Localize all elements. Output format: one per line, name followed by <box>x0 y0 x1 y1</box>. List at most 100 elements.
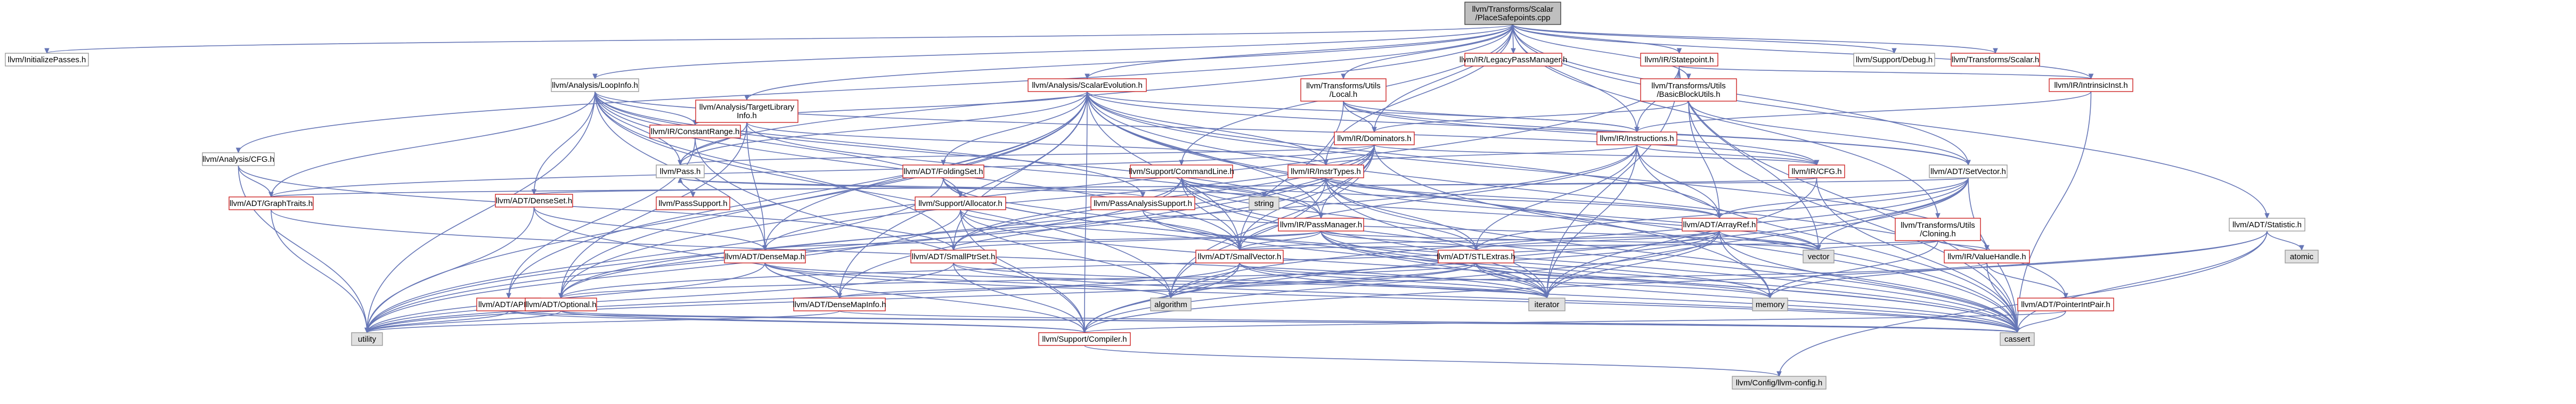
node-cmdline[interactable]: llvm/Support/CommandLine.h <box>1129 164 1234 178</box>
edge-cloning-to-vector <box>1818 240 1938 251</box>
edge-loopinfo-to-densesetset <box>533 91 596 195</box>
node-label-cfg: llvm/Analysis/CFG.h <box>202 155 274 164</box>
node-memory[interactable]: memory <box>1752 298 1788 311</box>
edge-dominators-to-pass <box>680 144 1375 166</box>
node-densemapinfo[interactable]: llvm/ADT/DenseMapInfo.h <box>793 298 886 311</box>
node-foldingset[interactable]: llvm/ADT/FoldingSet.h <box>902 164 984 178</box>
node-label-utility: utility <box>358 335 377 344</box>
node-statistic[interactable]: llvm/ADT/Statistic.h <box>2229 218 2305 232</box>
node-box-densemapinfo <box>793 298 886 311</box>
node-insttypes[interactable]: llvm/IR/InstrTypes.h <box>1287 164 1364 178</box>
edge-arrowhead-ptrintpair-to-cassert <box>2015 327 2020 334</box>
node-bbutils[interactable]: llvm/Transforms/Utils/BasicBlockUtils.h <box>1640 78 1737 102</box>
node-compiler[interactable]: llvm/Support/Compiler.h <box>1038 332 1131 346</box>
node-box-pasupport <box>1090 196 1195 210</box>
edge-arrowhead-passsupport-to-pass <box>678 177 683 183</box>
node-ptrintpair[interactable]: llvm/ADT/PointerIntPair.h <box>2017 298 2114 311</box>
node-dominators[interactable]: llvm/IR/Dominators.h <box>1334 131 1415 145</box>
node-optional[interactable]: llvm/ADT/Optional.h <box>525 298 597 311</box>
node-cassert[interactable]: cassert <box>2000 332 2035 346</box>
node-box-intrinsicinst <box>2049 78 2133 92</box>
edge-passmanager-to-smallptrset <box>953 230 1322 251</box>
node-label-scev: llvm/Analysis/ScalarEvolution.h <box>1032 81 1143 90</box>
edge-scev-to-smallptrset <box>953 91 1088 251</box>
node-legacypm[interactable]: llvm/IR/LegacyPassManager.h <box>1460 53 1568 67</box>
node-string[interactable]: string <box>1249 196 1279 210</box>
node-tli[interactable]: llvm/Analysis/TargetLibrary Info.h <box>695 100 798 123</box>
node-scalar[interactable]: llvm/Transforms/Scalar.h <box>1951 53 2040 67</box>
edge-scev-to-pass <box>680 91 1088 166</box>
edge-apint-to-utility <box>366 310 509 333</box>
edge-cloning-to-smallvector <box>1239 240 1938 251</box>
node-allocator[interactable]: llvm/Support/Allocator.h <box>915 196 1006 210</box>
edge-utilslocal-to-ircfg <box>1343 101 1817 166</box>
node-ircfg[interactable]: llvm/IR/CFG.h <box>1788 164 1845 178</box>
node-box-scev <box>1028 78 1147 92</box>
edge-passmanager-to-stlextras <box>1320 230 1477 251</box>
node-setvector[interactable]: llvm/ADT/SetVector.h <box>1929 164 2008 178</box>
node-constantrange[interactable]: llvm/IR/ConstantRange.h <box>649 125 741 138</box>
edge-cmdline-to-stlextras <box>1181 177 1477 251</box>
node-vector[interactable]: vector <box>1803 250 1835 263</box>
edge-arrowhead-root-to-legacypm <box>1511 48 1516 54</box>
node-cloning[interactable]: llvm/Transforms/Utils/Cloning.h <box>1895 218 1981 241</box>
edge-instructions-to-optional <box>560 144 1637 299</box>
node-utilslocal[interactable]: llvm/Transforms/Utils/Local.h <box>1300 78 1387 102</box>
node-box-smallvector <box>1195 250 1284 263</box>
edge-arrowhead-setvector-to-densesetset <box>531 189 537 195</box>
edge-compiler-to-config <box>1084 345 1780 377</box>
edge-arrowhead-instructions-to-ircfg <box>1814 160 1820 166</box>
node-label-config: llvm/Config/llvm-config.h <box>1736 378 1823 387</box>
node-scev[interactable]: llvm/Analysis/ScalarEvolution.h <box>1028 78 1147 92</box>
node-valuehandle[interactable]: llvm/IR/ValueHandle.h <box>1944 250 2030 263</box>
node-label-line: Info.h <box>737 111 757 120</box>
node-iterator[interactable]: iterator <box>1528 298 1566 311</box>
node-label-optional: llvm/ADT/Optional.h <box>525 300 596 309</box>
node-densesetset[interactable]: llvm/ADT/DenseSet.h <box>495 194 573 208</box>
node-root[interactable]: llvm/Transforms/Scalar/PlaceSafepoints.c… <box>1464 2 1561 25</box>
node-loopinfo[interactable]: llvm/Analysis/LoopInfo.h <box>551 78 639 92</box>
node-box-cloning <box>1895 218 1981 241</box>
edge-loopinfo-to-constantrange <box>594 91 696 126</box>
node-statepoint[interactable]: llvm/IR/Statepoint.h <box>1640 53 1718 67</box>
node-label-vector: vector <box>1808 252 1830 261</box>
node-passsupport[interactable]: llvm/PassSupport.h <box>656 196 730 210</box>
node-atomic[interactable]: atomic <box>2285 250 2319 263</box>
edge-arrowhead-valuehandle-to-densemapinfo <box>837 293 842 299</box>
node-instructions[interactable]: llvm/IR/Instructions.h <box>1596 131 1677 145</box>
node-stlextras[interactable]: llvm/ADT/STLExtras.h <box>1437 250 1515 263</box>
edge-pass-to-pasupport <box>680 177 1144 197</box>
node-algorithm[interactable]: algorithm <box>1150 298 1192 311</box>
node-smallvector[interactable]: llvm/ADT/SmallVector.h <box>1195 250 1284 263</box>
node-graphtraits[interactable]: llvm/ADT/GraphTraits.h <box>229 196 314 210</box>
edge-scev-to-insttypes <box>1087 91 1326 166</box>
node-pasupport[interactable]: llvm/PassAnalysisSupport.h <box>1090 196 1195 210</box>
node-label-passsupport: llvm/PassSupport.h <box>658 199 727 208</box>
node-label-line: /Local.h <box>1330 90 1358 99</box>
node-debug[interactable]: llvm/Support/Debug.h <box>1853 53 1935 67</box>
node-cfg[interactable]: llvm/Analysis/CFG.h <box>202 152 275 166</box>
node-pass[interactable]: llvm/Pass.h <box>656 164 705 178</box>
node-arrayref[interactable]: llvm/ADT/ArrayRef.h <box>1682 218 1757 232</box>
node-smallptrset[interactable]: llvm/ADT/SmallPtrSet.h <box>910 250 997 263</box>
edge-arrowhead-passmanager-to-smallptrset <box>951 245 956 251</box>
node-densemap[interactable]: llvm/ADT/DenseMap.h <box>724 250 806 263</box>
edge-cmdline-to-smallvector <box>1181 177 1240 251</box>
node-utility[interactable]: utility <box>351 332 383 346</box>
node-initpasses[interactable]: llvm/InitializePasses.h <box>5 53 89 67</box>
edge-arrowhead-cloning-to-valuehandle <box>1984 245 1990 251</box>
node-label-constantrange: llvm/IR/ConstantRange.h <box>651 127 740 136</box>
node-passmanager[interactable]: llvm/IR/PassManager.h <box>1278 218 1364 232</box>
edge-cmdline-to-vector <box>1181 177 1819 251</box>
node-box-algorithm <box>1150 298 1192 311</box>
node-config[interactable]: llvm/Config/llvm-config.h <box>1732 376 1827 390</box>
node-label-line: llvm/Transforms/Utils <box>1306 81 1380 90</box>
edge-allocator-to-smallvector <box>960 209 1240 251</box>
edge-arrayref-to-vector <box>1719 230 1819 251</box>
edge-pasupport-to-cassert <box>1142 209 2018 333</box>
edge-graphtraits-to-utility <box>271 209 368 333</box>
edge-insttypes-to-string <box>1263 177 1326 197</box>
node-intrinsicinst[interactable]: llvm/IR/IntrinsicInst.h <box>2049 78 2133 92</box>
node-box-scalar <box>1951 53 2040 67</box>
node-label-line: /PlaceSafepoints.cpp <box>1476 13 1551 22</box>
